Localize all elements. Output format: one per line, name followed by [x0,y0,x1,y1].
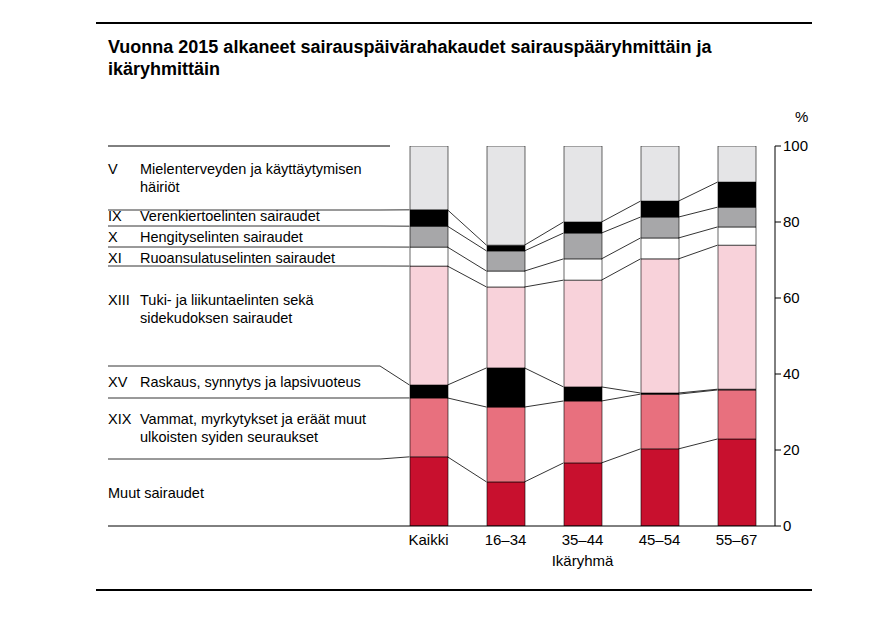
html-text:Vuonna 2015 alkaneet sairauspä: Vuonna 2015 alkaneet sairauspäivärahakau… [108,37,712,79]
html-text:XV: XV [108,374,128,390]
html-text:V: V [108,161,118,177]
html-text:XIII: XIII [108,292,130,308]
svg-text:60: 60 [783,289,800,306]
html-text:Raskaus, synnytys ja lapsivuot: Raskaus, synnytys ja lapsivuoteus [140,374,361,390]
html-text:Verenkiertoelinten sairaudet: Verenkiertoelinten sairaudet [140,208,320,224]
html-text:Vammat, myrkytykset ja eräät m: Vammat, myrkytykset ja eräät muut ulkois… [140,411,367,445]
svg-text:20: 20 [783,441,800,458]
html-text:Mielenterveyden ja käyttäytymi: Mielenterveyden ja käyttäytymisen häiriö… [140,161,362,195]
svg-text:100: 100 [783,137,808,154]
html-text:XI: XI [108,250,122,266]
html-text:Tuki- ja liikuntaelinten sekä: Tuki- ja liikuntaelinten sekä sidekudoks… [140,292,314,326]
html-text:IX: IX [108,208,122,224]
html-text:Muut sairaudet: Muut sairaudet [108,485,204,501]
svg-text:80: 80 [783,213,800,230]
svg-text:45–54: 45–54 [639,531,681,548]
svg-text:55–67: 55–67 [716,531,758,548]
html-text:X: X [108,229,118,245]
svg-text:0: 0 [783,517,791,534]
svg-text:Kaikki: Kaikki [408,531,448,548]
html-text:XIX: XIX [108,411,132,427]
svg-text:%: % [795,108,808,125]
html-text:Ruoansulatuselinten sairaudet: Ruoansulatuselinten sairaudet [140,250,336,266]
svg-text:40: 40 [783,365,800,382]
html-text:Hengityselinten sairaudet: Hengityselinten sairaudet [140,229,303,245]
svg-text:Ikäryhmä: Ikäryhmä [552,552,614,569]
svg-text:35–44: 35–44 [562,531,604,548]
svg-text:16–34: 16–34 [485,531,527,548]
